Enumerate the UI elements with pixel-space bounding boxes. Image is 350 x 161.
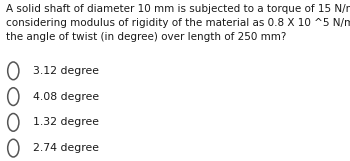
Text: 2.74 degree: 2.74 degree [33,143,99,153]
Text: A solid shaft of diameter 10 mm is subjected to a torque of 15 N/m.
considering : A solid shaft of diameter 10 mm is subje… [6,4,350,42]
Text: 1.32 degree: 1.32 degree [33,117,99,127]
Text: 4.08 degree: 4.08 degree [33,92,99,102]
Text: 3.12 degree: 3.12 degree [33,66,99,76]
